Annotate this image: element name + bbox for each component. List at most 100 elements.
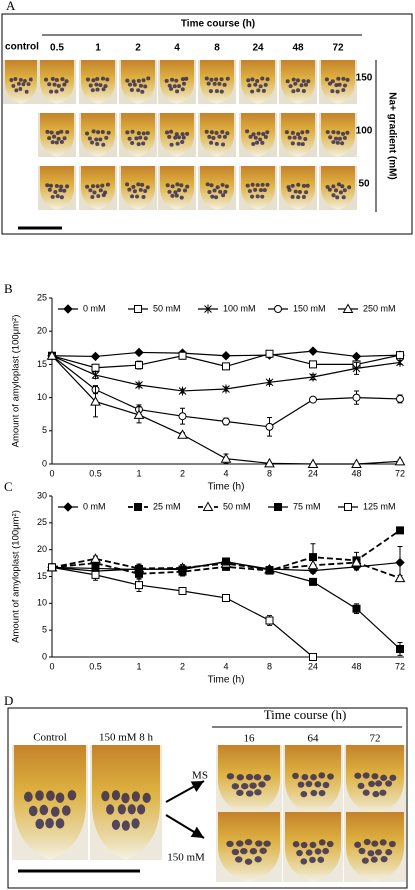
amyloplast	[301, 89, 306, 94]
amyloplast	[336, 130, 341, 135]
amyloplast	[361, 857, 369, 864]
amyloplast	[214, 195, 219, 200]
amyloplast	[301, 79, 306, 84]
data-point	[178, 386, 187, 396]
panel-a-frame	[1, 13, 413, 235]
amyloplast	[362, 789, 370, 796]
amyloplast	[214, 130, 219, 135]
amyloplast	[169, 86, 174, 91]
amyloplast	[170, 193, 175, 198]
amyloplast	[54, 183, 59, 188]
data-point	[309, 577, 317, 586]
amyloplast	[101, 142, 106, 147]
amyloplast	[125, 130, 130, 135]
amyloplast	[251, 142, 256, 146]
time-label: 48	[292, 43, 304, 54]
amyloplast	[95, 184, 100, 189]
amyloplast	[265, 130, 270, 135]
amyloplast	[130, 141, 135, 146]
amyloplast	[125, 78, 130, 83]
amyloplast	[179, 183, 184, 188]
amyloplast	[105, 182, 111, 187]
amyloplast	[224, 184, 229, 189]
amyloplast	[131, 791, 140, 802]
amyloplast	[96, 194, 101, 199]
amyloplast	[165, 183, 170, 188]
amyloplast	[131, 79, 136, 84]
amyloplast	[303, 82, 308, 87]
data-point	[351, 458, 362, 468]
amyloplast	[130, 194, 135, 199]
amyloplast	[249, 782, 257, 789]
amyloplast	[236, 774, 245, 781]
data-point	[222, 593, 230, 602]
amyloplast	[327, 773, 334, 780]
amyloplast	[347, 185, 352, 190]
amyloplast	[324, 77, 329, 82]
root-tip	[14, 745, 86, 860]
amyloplast	[371, 840, 379, 847]
amyloplast	[314, 781, 322, 788]
amyloplast	[380, 855, 388, 863]
amyloplast	[35, 818, 45, 830]
x-tick-label: 0.5	[89, 468, 102, 478]
amyloplast	[295, 78, 301, 83]
amyloplast	[354, 841, 362, 848]
amyloplast	[60, 77, 65, 82]
x-tick-label: 72	[395, 468, 405, 478]
amyloplast	[290, 141, 295, 146]
amyloplast	[59, 184, 64, 189]
data-point	[265, 566, 274, 575]
root-tip	[241, 166, 275, 210]
amyloplast	[52, 134, 57, 139]
x-tick-label: 0	[49, 661, 54, 671]
amyloplast	[141, 194, 146, 199]
amyloplast	[14, 88, 19, 93]
amyloplast	[303, 137, 308, 142]
data-point	[352, 363, 361, 373]
x-tick-label: 1	[136, 468, 141, 478]
amyloplast	[301, 183, 306, 188]
amyloplast	[127, 187, 132, 192]
legend-marker	[344, 503, 352, 511]
amyloplast	[304, 190, 309, 195]
amyloplast	[212, 188, 217, 193]
root-tip	[121, 166, 155, 210]
data-point	[91, 363, 100, 372]
root-tip	[81, 60, 115, 104]
legend-label: 0 mM	[83, 501, 106, 511]
root-tip	[40, 113, 74, 157]
data-point	[308, 395, 318, 404]
row-label: 150 mM	[167, 852, 205, 864]
amyloplast	[265, 182, 270, 187]
arrow	[165, 780, 205, 803]
root-tip	[346, 745, 404, 815]
amyloplast	[117, 804, 126, 815]
amyloplast	[101, 193, 106, 198]
amyloplast	[226, 773, 235, 780]
amyloplast	[135, 194, 140, 199]
amyloplast	[305, 849, 313, 856]
x-tick-label: 4	[223, 661, 228, 671]
amyloplast	[335, 89, 340, 94]
amyloplast	[342, 188, 347, 193]
series-line	[51, 566, 314, 658]
amyloplast	[167, 189, 172, 194]
amyloplast	[134, 136, 139, 141]
data-point	[396, 526, 404, 535]
amyloplast	[223, 189, 228, 194]
data-point	[135, 581, 143, 590]
amyloplast	[206, 81, 211, 86]
root-tip	[346, 812, 404, 882]
amyloplast	[13, 77, 18, 82]
y-tick-label: 10	[37, 392, 47, 402]
amyloplast	[388, 840, 396, 848]
amyloplast	[245, 773, 254, 781]
amyloplast	[220, 129, 225, 134]
amyloplast	[106, 130, 111, 135]
root-tip	[321, 113, 355, 157]
amyloplast	[261, 88, 266, 93]
legend-label: 50 mM	[153, 303, 181, 313]
time-course-label: Time course (h)	[181, 19, 255, 30]
